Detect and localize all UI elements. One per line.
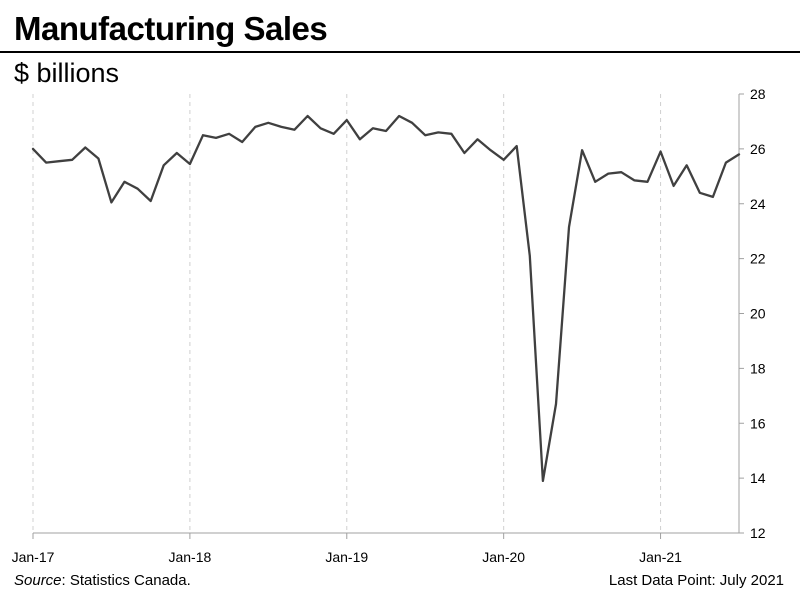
- title-divider: [0, 51, 800, 53]
- source-text: : Statistics Canada.: [61, 572, 191, 589]
- y-axis-unit-label: $ billions: [14, 58, 120, 88]
- y-axis-tick-labels: 12 14 16 18 20 22 24 26 28: [750, 86, 766, 541]
- y-tick-label: 16: [750, 415, 766, 431]
- y-tick-label: 12: [750, 525, 766, 541]
- x-tick-label: Jan-18: [168, 549, 211, 565]
- y-tick-label: 20: [750, 306, 766, 322]
- source-note: Source: Statistics Canada.: [14, 572, 191, 589]
- x-tick-label: Jan-19: [325, 549, 368, 565]
- axes: [32, 93, 744, 539]
- last-data-point-note: Last Data Point: July 2021: [608, 572, 784, 589]
- chart-title: Manufacturing Sales: [14, 10, 328, 47]
- y-tick-label: 24: [750, 196, 766, 212]
- y-tick-label: 14: [750, 470, 766, 486]
- series-manufacturing-sales: [31, 114, 741, 483]
- x-tick-label: Jan-17: [12, 549, 55, 565]
- y-tick-label: 18: [750, 360, 766, 376]
- y-tick-label: 22: [750, 251, 766, 267]
- series-line: [31, 114, 741, 483]
- y-tick-label: 28: [750, 86, 766, 102]
- y-tick-label: 26: [750, 141, 766, 157]
- x-tick-label: Jan-20: [482, 549, 525, 565]
- x-tick-label: Jan-21: [639, 549, 682, 565]
- x-axis-tick-labels: Jan-17 Jan-18 Jan-19 Jan-20 Jan-21: [12, 549, 683, 565]
- source-label: Source: [14, 572, 62, 589]
- vertical-gridlines: [32, 94, 662, 533]
